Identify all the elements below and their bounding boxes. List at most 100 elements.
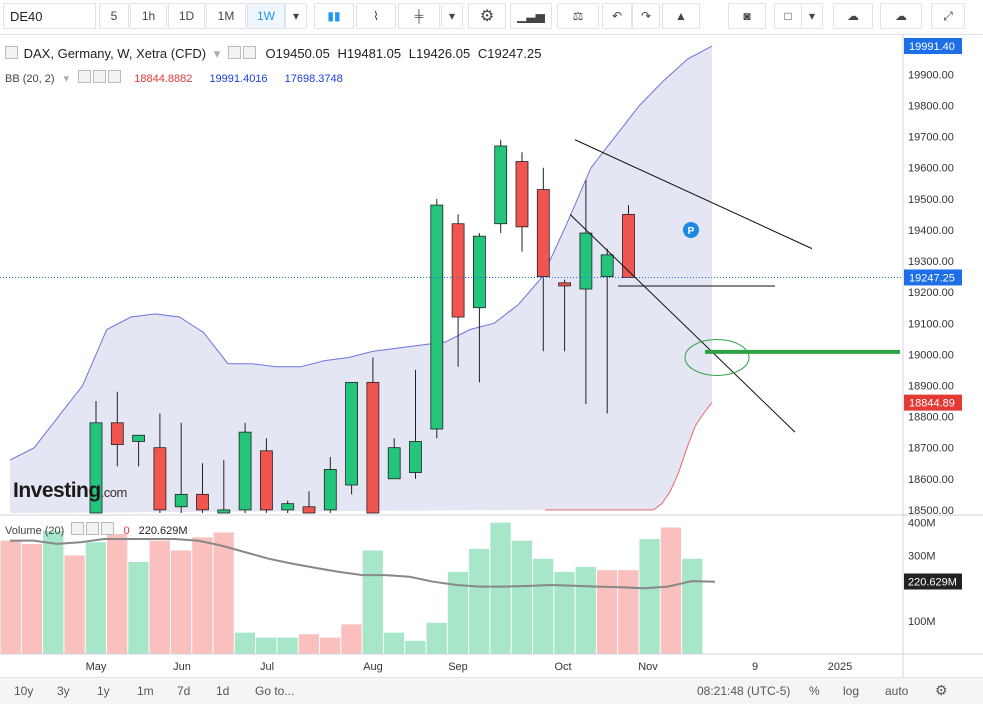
volume-label: Volume (20) [5, 525, 65, 537]
interval-1m[interactable]: 1M [206, 3, 246, 29]
volume-bar [234, 632, 256, 654]
x-tick-label: Jun [173, 661, 191, 673]
price-tick-label: 19500.00 [908, 194, 954, 206]
volume-bar [575, 566, 596, 654]
goto-button[interactable]: Go to... [255, 684, 295, 698]
candle-up [281, 503, 295, 511]
cloud-upload-icon[interactable]: ☁ [880, 3, 922, 29]
candle-up [345, 381, 359, 486]
bars-icon[interactable]: ╪ [398, 3, 440, 29]
volume-bar [511, 540, 532, 654]
candle-up [430, 204, 444, 430]
volume-bar [213, 532, 234, 654]
candle-up [174, 493, 188, 508]
settings-gear-icon[interactable]: ⚙ [468, 3, 506, 29]
range-1d[interactable]: 1d [216, 684, 230, 698]
price-tick-label: 19600.00 [908, 163, 954, 175]
price-tick-label: 18600.00 [908, 474, 954, 486]
x-tick-label: 2025 [828, 661, 852, 673]
volume-close-icon[interactable] [101, 522, 115, 535]
symbol-input[interactable]: DE40 [3, 3, 96, 29]
candle-up [579, 232, 593, 290]
range-7d[interactable]: 7d [177, 684, 191, 698]
interval-1w[interactable]: 1W [247, 3, 285, 29]
redo-icon[interactable]: ↷ [632, 3, 660, 29]
undo-icon[interactable]: ↶ [602, 3, 632, 29]
candle-down [366, 381, 380, 514]
title-dropdown-icon[interactable]: ▾ [213, 46, 221, 61]
compare-scale-icon[interactable]: ⚖ [557, 3, 599, 29]
camera-icon[interactable]: ◙ [728, 3, 766, 29]
interval-dropdown[interactable]: ▾ [285, 3, 307, 29]
volume-bar [405, 640, 426, 654]
indicators-icon[interactable]: ▁▃▅ [510, 3, 552, 29]
volume-bar [341, 624, 362, 654]
price-tag-label: 18844.89 [909, 398, 955, 410]
volume-bar [64, 555, 85, 654]
price-tick-label: 18800.00 [908, 412, 954, 424]
candle-down [302, 506, 316, 514]
candle-up [600, 254, 614, 278]
price-tick-label: 19300.00 [908, 256, 954, 268]
chart-type-dropdown[interactable]: ▾ [441, 3, 463, 29]
price-tag-label: 19247.25 [909, 272, 955, 284]
chart-title: DAX, Germany, W, Xetra (CFD) [23, 46, 207, 61]
range-1m[interactable]: 1m [137, 684, 154, 698]
interval-1h[interactable]: 1h [130, 3, 167, 29]
eye-icon[interactable] [227, 46, 241, 59]
volume-gear-icon[interactable] [86, 522, 100, 535]
range-10y[interactable]: 10y [14, 684, 34, 698]
main-legend: DAX, Germany, W, Xetra (CFD) ▾ O19450.05… [5, 46, 541, 62]
candles-icon[interactable]: ▮▮ [314, 3, 354, 29]
bb-dropdown-icon[interactable]: ▾ [63, 73, 70, 85]
candle-down [622, 214, 635, 278]
volume-value: 220.629M [138, 525, 188, 537]
alert-icon[interactable]: ▲ [662, 3, 700, 29]
volume-ma-line [10, 538, 716, 590]
chart-area[interactable]: P 18500.00 18600.00 18700.00 18800.00 18900.0… [0, 34, 983, 677]
bb-close-icon[interactable] [108, 70, 122, 83]
price-tick-label: 19400.00 [908, 225, 954, 237]
color-box-icon[interactable]: □ [774, 3, 802, 29]
range-3y[interactable]: 3y [57, 684, 70, 698]
candle-down [153, 447, 167, 511]
trendline-upper [574, 139, 813, 250]
fullscreen-icon[interactable]: ⤢ [931, 3, 965, 29]
volume-bar [298, 634, 319, 654]
volume-bar [192, 537, 213, 654]
price-tick-label: 18700.00 [908, 443, 954, 455]
x-tick-label: Nov [638, 661, 658, 673]
price-tick-label: 19000.00 [908, 349, 954, 361]
log-toggle[interactable]: log [843, 684, 860, 698]
volume-bar [277, 637, 298, 654]
range-1y[interactable]: 1y [97, 684, 110, 698]
settings-icon[interactable]: ⚙ [935, 682, 948, 698]
gear-icon[interactable] [242, 46, 256, 59]
cloud-download-icon[interactable]: ☁ [833, 3, 873, 29]
bb-eye-icon[interactable] [78, 70, 92, 83]
logo-main: Investing [13, 479, 101, 502]
highlight-ellipse [684, 338, 750, 376]
volume-bar [149, 540, 170, 654]
line-chart-icon[interactable]: ⌇ [356, 3, 396, 29]
legend-collapse-icon[interactable] [5, 46, 18, 59]
volume-bar [490, 522, 511, 654]
volume-tick-label: 400M [908, 518, 936, 530]
interval-1d[interactable]: 1D [168, 3, 205, 29]
candle-down [259, 450, 273, 511]
color-dropdown[interactable]: ▾ [801, 3, 823, 29]
bb-gear-icon[interactable] [93, 70, 107, 83]
bb-legend: BB (20, 2) ▾ 18844.8882 19991.4016 17698… [5, 70, 343, 85]
percent-toggle[interactable]: % [809, 684, 820, 698]
interval-5[interactable]: 5 [99, 3, 129, 29]
volume-eye-icon[interactable] [71, 522, 85, 535]
volume-bar [170, 550, 192, 654]
bottom-bar: 10y 3y 1y 1m 7d 1d Go to... 08:21:48 (UT… [0, 677, 983, 704]
investing-logo: Investing.com [13, 479, 127, 503]
volume-bar [618, 570, 639, 654]
price-tick-label: 19200.00 [908, 287, 954, 299]
volume-bar [21, 543, 43, 654]
auto-toggle[interactable]: auto [885, 684, 909, 698]
price-tick-label: 18500.00 [908, 505, 954, 517]
ohlc-high: H19481.05 [337, 46, 402, 61]
